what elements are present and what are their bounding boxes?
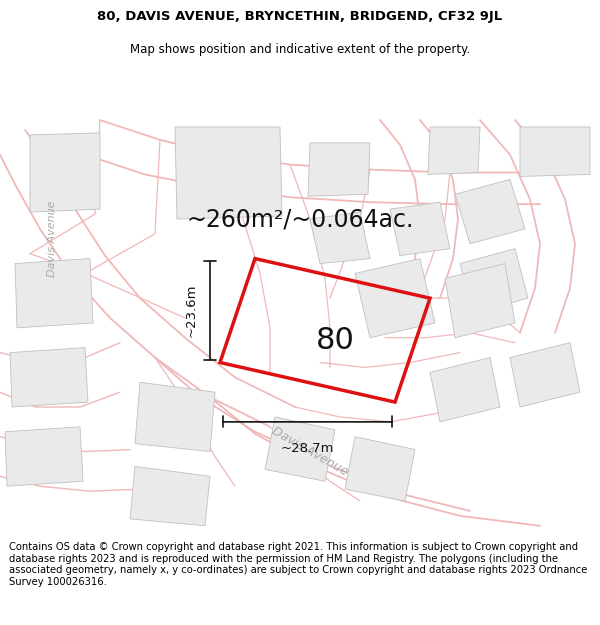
Polygon shape <box>10 348 88 407</box>
Polygon shape <box>310 212 370 264</box>
Polygon shape <box>390 202 450 256</box>
Polygon shape <box>30 133 100 212</box>
Polygon shape <box>135 382 215 451</box>
Text: ~260m²/~0.064ac.: ~260m²/~0.064ac. <box>187 207 413 231</box>
Text: 80, DAVIS AVENUE, BRYNCETHIN, BRIDGEND, CF32 9JL: 80, DAVIS AVENUE, BRYNCETHIN, BRIDGEND, … <box>97 10 503 23</box>
Polygon shape <box>430 357 500 422</box>
Text: ~28.7m: ~28.7m <box>281 442 334 454</box>
Polygon shape <box>460 249 528 313</box>
Polygon shape <box>445 264 515 338</box>
Text: Contains OS data © Crown copyright and database right 2021. This information is : Contains OS data © Crown copyright and d… <box>9 542 587 587</box>
Polygon shape <box>520 127 590 176</box>
Text: 80: 80 <box>316 326 355 355</box>
Polygon shape <box>15 259 93 328</box>
Text: Map shows position and indicative extent of the property.: Map shows position and indicative extent… <box>130 42 470 56</box>
Polygon shape <box>355 259 435 338</box>
Text: ~23.6m: ~23.6m <box>185 284 198 338</box>
Polygon shape <box>265 417 335 481</box>
Polygon shape <box>428 127 480 174</box>
Polygon shape <box>130 466 210 526</box>
Polygon shape <box>5 427 83 486</box>
Text: Davis Avenue: Davis Avenue <box>47 201 57 277</box>
Polygon shape <box>308 142 370 196</box>
Text: Davis Avenue: Davis Avenue <box>269 424 350 479</box>
Polygon shape <box>510 342 580 407</box>
Polygon shape <box>175 127 282 219</box>
Polygon shape <box>345 437 415 501</box>
Polygon shape <box>455 179 525 244</box>
